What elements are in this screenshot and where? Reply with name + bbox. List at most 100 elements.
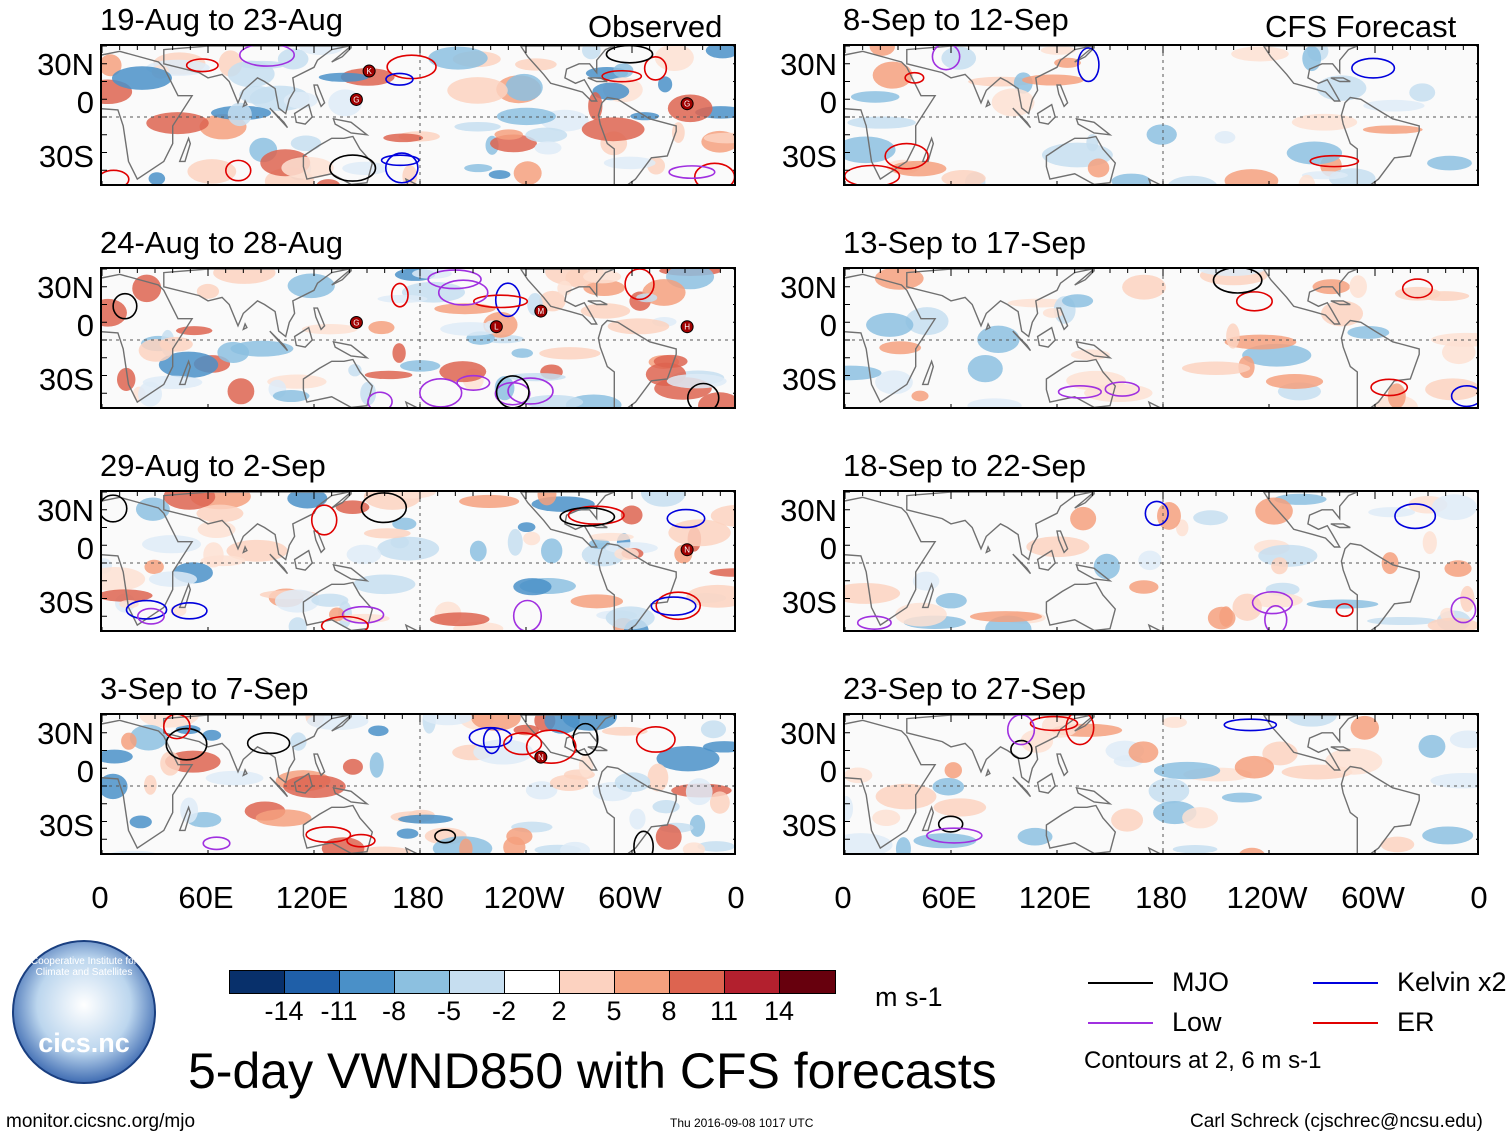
coastline	[242, 768, 248, 777]
storm-letter: G	[353, 318, 359, 327]
coastline	[587, 300, 608, 306]
negative-anomaly	[702, 741, 734, 753]
negative-anomaly	[227, 102, 252, 127]
negative-anomaly	[469, 540, 487, 562]
positive-anomaly	[364, 370, 413, 380]
forecast-y-tick-label: 30S	[781, 362, 837, 397]
observed-y-tick-label: 30S	[38, 808, 94, 843]
colorbar-swatch	[669, 970, 726, 994]
negative-anomaly	[977, 325, 1020, 354]
positive-anomaly	[132, 274, 162, 303]
negative-anomaly	[1242, 343, 1312, 367]
coastline	[102, 50, 194, 181]
negative-anomaly	[941, 46, 977, 70]
positive-anomaly	[187, 159, 237, 184]
low-contour	[668, 165, 716, 180]
colorbar-units: m s-1	[875, 982, 943, 1012]
logo-arc-text: Cooperative Institute for Climate and Sa…	[30, 956, 138, 978]
negative-anomaly	[473, 739, 534, 765]
observed-y-tick-label: 0	[76, 308, 94, 343]
mjo-contour	[165, 727, 208, 761]
er-contour	[346, 833, 376, 848]
coastline	[302, 358, 374, 407]
positive-anomaly	[1427, 617, 1477, 630]
positive-anomaly	[589, 532, 634, 541]
positive-anomaly	[682, 842, 706, 853]
positive-anomaly	[703, 132, 734, 144]
positive-anomaly	[710, 505, 734, 527]
coastline	[332, 786, 370, 805]
positive-anomaly	[316, 179, 340, 184]
coastline	[404, 177, 418, 184]
coastline	[985, 545, 991, 554]
storm-marker	[680, 97, 694, 111]
positive-anomaly	[117, 367, 136, 392]
coastline	[269, 330, 289, 352]
coastline	[313, 753, 326, 777]
forecast-x-tick-label: 0	[834, 880, 852, 915]
footer-url[interactable]: monitor.cicsnc.org/mjo	[6, 1111, 196, 1132]
positive-anomaly	[121, 732, 137, 750]
coastline	[1036, 103, 1056, 125]
positive-anomaly	[1234, 755, 1275, 779]
coastline	[269, 776, 289, 798]
observed-y-tick-label: 0	[76, 754, 94, 789]
coastline	[1075, 340, 1113, 359]
negative-anomaly	[534, 141, 562, 155]
positive-anomaly	[537, 492, 557, 506]
positive-anomaly	[1026, 536, 1090, 558]
positive-anomaly	[580, 303, 631, 319]
er-contour	[225, 159, 252, 182]
coastline	[1340, 765, 1420, 853]
low-contour	[925, 827, 983, 844]
negative-anomaly	[318, 72, 369, 82]
mjo-contour	[633, 830, 654, 853]
forecast-y-tick-label: 30N	[780, 716, 837, 751]
positive-anomaly	[539, 290, 566, 312]
negative-anomaly	[1431, 494, 1477, 521]
low-contour	[202, 836, 231, 851]
positive-anomaly	[709, 568, 734, 577]
positive-anomaly	[588, 92, 603, 120]
positive-anomaly	[523, 531, 541, 546]
kelvin-contour	[384, 152, 419, 184]
coastline	[1075, 786, 1113, 805]
negative-anomaly	[513, 578, 552, 596]
forecast-x-tick-label: 120W	[1226, 880, 1308, 915]
negative-anomaly	[464, 164, 493, 173]
negative-anomaly	[507, 372, 566, 382]
positive-anomaly	[614, 547, 639, 561]
observed-y-tick-label: 0	[76, 531, 94, 566]
negative-anomaly	[932, 778, 965, 796]
low-contour	[1450, 596, 1477, 624]
coastline	[1074, 715, 1095, 732]
positive-anomaly	[196, 504, 244, 523]
positive-anomaly	[941, 170, 986, 184]
er-contour	[305, 826, 352, 844]
coastline	[1036, 326, 1056, 348]
negative-anomaly	[1302, 46, 1322, 72]
positive-anomaly	[494, 129, 524, 140]
positive-anomaly	[196, 283, 220, 299]
positive-anomaly	[875, 783, 937, 810]
er-contour	[1065, 715, 1095, 746]
observed-x-tick-label: 120W	[483, 880, 565, 915]
negative-anomaly	[905, 307, 949, 336]
positive-anomaly	[102, 54, 122, 77]
main-title: 5-day VWND850 with CFS forecasts	[188, 1043, 997, 1099]
legend-swatch-mjo	[1088, 982, 1153, 984]
forecast-panel-title: 18-Sep to 22-Sep	[843, 448, 1087, 483]
negative-anomaly	[1111, 173, 1152, 184]
colorbar-swatch	[779, 970, 836, 994]
positive-anomaly	[872, 61, 913, 89]
kelvin-contour	[1394, 503, 1437, 530]
negative-anomaly	[866, 312, 914, 337]
positive-anomaly	[1070, 506, 1097, 531]
coastline	[163, 492, 350, 561]
legend-label: Low	[1172, 1007, 1222, 1037]
negative-anomaly	[967, 354, 1003, 383]
coastline	[1012, 553, 1032, 575]
observed-panel-title: 29-Aug to 2-Sep	[100, 448, 326, 483]
er-contour	[102, 169, 130, 184]
coastline	[1045, 135, 1117, 184]
